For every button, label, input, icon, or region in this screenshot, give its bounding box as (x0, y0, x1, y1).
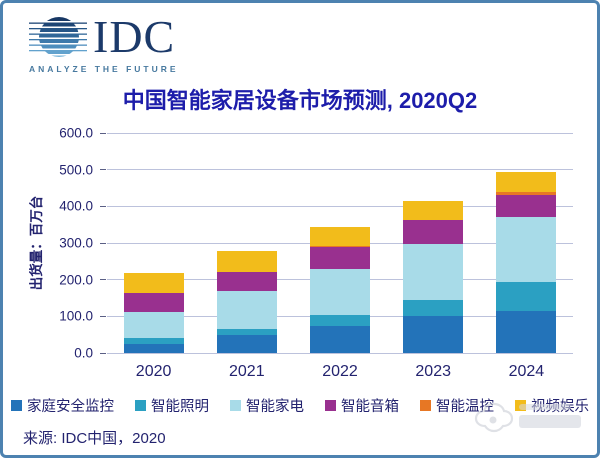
legend: 家庭安全监控智能照明智能家电智能音箱智能温控视频娱乐 (3, 395, 597, 416)
gridline (100, 205, 573, 207)
stacked-bar-2023 (403, 133, 464, 353)
y-tick-label: 600.0 (59, 125, 93, 141)
y-tick-mark (100, 352, 106, 354)
bar-segment-智能音箱 (403, 220, 464, 245)
y-tick-label: 500.0 (59, 162, 93, 178)
bar-segment-智能照明 (123, 337, 184, 345)
stacked-bar-2022 (310, 133, 370, 353)
bars-row (107, 133, 573, 353)
bar-column-2024 (480, 133, 573, 353)
legend-swatch (135, 400, 146, 411)
bar-column-2020 (107, 133, 200, 353)
bar-segment-智能温控 (403, 219, 464, 221)
stacked-bar-2020 (123, 133, 184, 353)
idc-logo: IDC ANALYZE THE FUTURE (29, 13, 179, 74)
legend-item-家庭安全监控: 家庭安全监控 (11, 395, 114, 416)
stacked-bar-2024 (496, 133, 557, 353)
y-axis-title: 出货量：百万台 (29, 195, 44, 291)
x-tick-label: 2020 (135, 363, 172, 380)
legend-swatch (325, 400, 336, 411)
x-axis-labels: 2020 2021 2022 2023 2024 (107, 363, 573, 381)
legend-item-智能音箱: 智能音箱 (325, 395, 399, 416)
gridline (100, 132, 573, 134)
legend-label: 智能照明 (151, 399, 209, 415)
legend-swatch (11, 400, 22, 411)
source-note: 来源: IDC中国，2020 (23, 430, 166, 447)
x-tick-label: 2021 (229, 363, 265, 380)
bar-segment-智能照明 (310, 315, 370, 326)
x-tick-label: 2023 (415, 363, 451, 380)
bar-column-2022 (293, 133, 386, 353)
legend-swatch (420, 400, 431, 411)
legend-item-智能照明: 智能照明 (135, 395, 209, 416)
bar-segment-智能音箱 (216, 272, 277, 291)
cloud-icon (474, 402, 514, 433)
chart-title: 中国智能家居设备市场预测, 2020Q2 (122, 88, 478, 113)
legend-label: 家庭安全监控 (27, 399, 114, 415)
bar-segment-视频娱乐 (123, 273, 184, 293)
bar-segment-智能音箱 (496, 194, 557, 218)
gridline (100, 352, 573, 354)
y-tick-mark (100, 279, 106, 281)
bar-segment-智能照明 (496, 282, 557, 312)
bar-column-2021 (200, 133, 293, 353)
y-tick-label: 100.0 (59, 308, 93, 324)
idc-logo-text: IDC (93, 11, 176, 62)
y-tick-mark (100, 132, 106, 134)
legend-item-智能温控: 智能温控 (420, 395, 494, 416)
bar-segment-视频娱乐 (310, 227, 370, 247)
y-tick-mark (100, 315, 106, 317)
idc-globe-icon (29, 17, 87, 57)
bar-segment-智能照明 (403, 299, 464, 317)
legend-label: 智能音箱 (341, 399, 399, 415)
bar-segment-智能音箱 (310, 246, 370, 270)
idc-tagline: ANALYZE THE FUTURE (29, 64, 179, 74)
bar-segment-家庭安全监控 (123, 344, 184, 353)
bar-segment-智能音箱 (123, 292, 184, 312)
bar-segment-家庭安全监控 (310, 325, 370, 353)
bar-column-2023 (387, 133, 480, 353)
bar-segment-家庭安全监控 (216, 334, 277, 353)
bar-segment-智能家电 (403, 244, 464, 300)
bar-segment-智能家电 (310, 269, 370, 316)
x-tick-label: 2022 (322, 363, 358, 380)
y-axis-ticks: 600.0 500.0 400.0 300.0 200.0 100.0 0.0 (43, 126, 105, 361)
watermark-cloud-logo (471, 398, 589, 443)
legend-label: 智能家电 (246, 399, 304, 415)
bar-segment-智能温控 (496, 192, 557, 195)
bar-segment-家庭安全监控 (496, 311, 557, 353)
bar-segment-家庭安全监控 (403, 316, 464, 353)
plot-area (100, 132, 573, 354)
y-tick-label: 300.0 (59, 235, 93, 251)
legend-label: 智能温控 (436, 399, 494, 415)
y-tick-mark (100, 169, 106, 171)
legend-item-智能家电: 智能家电 (230, 395, 304, 416)
y-tick-label: 200.0 (59, 272, 93, 288)
stacked-bar-2021 (216, 133, 277, 353)
bar-segment-视频娱乐 (403, 200, 464, 220)
bar-segment-视频娱乐 (496, 171, 557, 193)
y-tick-mark (100, 205, 106, 207)
legend-swatch (230, 400, 241, 411)
bar-segment-视频娱乐 (216, 251, 277, 272)
y-tick-label: 0.0 (74, 345, 93, 361)
y-tick-label: 400.0 (59, 198, 93, 214)
bar-segment-智能家电 (123, 311, 184, 338)
bar-segment-智能照明 (216, 328, 277, 335)
bar-segment-智能家电 (496, 217, 557, 283)
bar-segment-智能家电 (216, 290, 277, 329)
y-tick-mark (100, 242, 106, 244)
gridline (100, 169, 573, 171)
x-tick-label: 2024 (508, 363, 545, 380)
